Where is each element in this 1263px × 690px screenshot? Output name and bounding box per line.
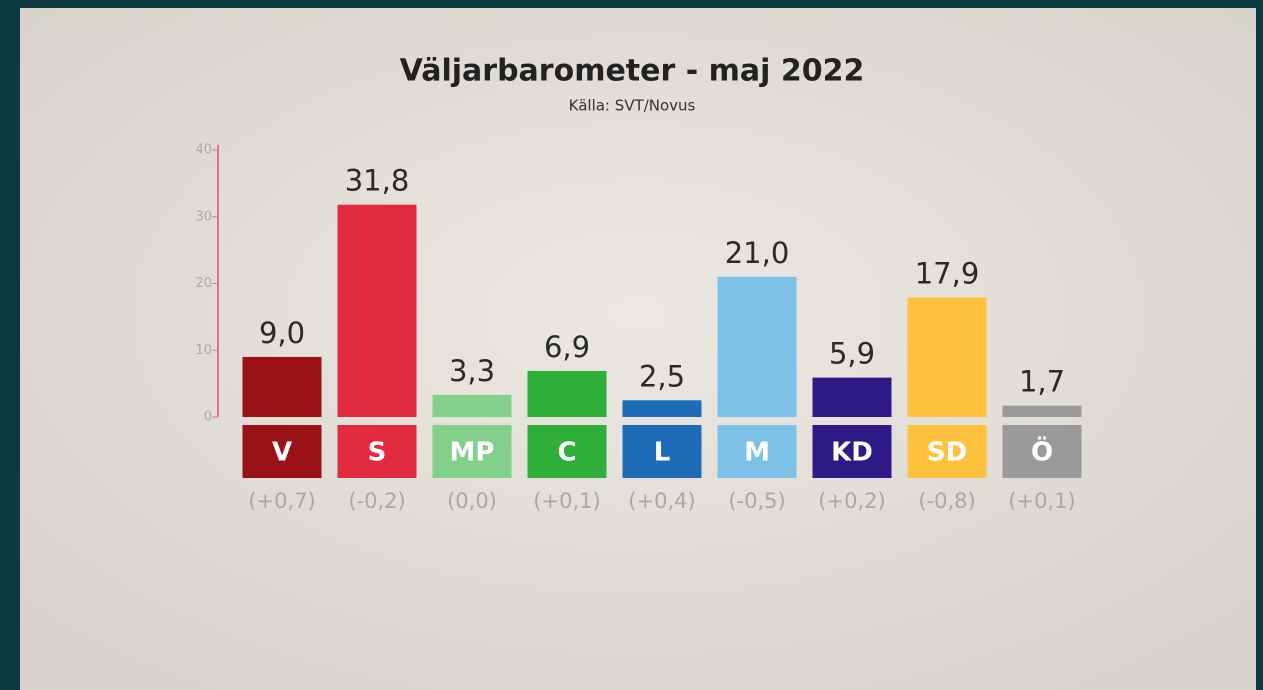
value-label: 17,9 xyxy=(915,257,980,291)
x-tick-label: M xyxy=(744,438,770,468)
change-label: (0,0) xyxy=(447,489,497,513)
x-tick-label: C xyxy=(557,438,576,468)
bar xyxy=(432,394,512,417)
bar xyxy=(527,370,607,417)
change-label: (+0,4) xyxy=(628,489,695,513)
value-label: 31,8 xyxy=(345,164,410,198)
value-label: 6,9 xyxy=(544,330,590,364)
bar xyxy=(717,276,797,417)
value-label: 3,3 xyxy=(449,354,495,388)
x-tick-label: Ö xyxy=(1031,435,1053,468)
category-box xyxy=(907,425,987,478)
value-label: 2,5 xyxy=(639,359,685,393)
value-label: 1,7 xyxy=(1019,365,1065,399)
change-label: (+0,1) xyxy=(1008,489,1075,513)
y-tick-label: 20 xyxy=(195,276,212,291)
value-label: 21,0 xyxy=(725,236,790,270)
value-label: 5,9 xyxy=(829,337,875,371)
background xyxy=(20,8,1256,690)
change-label: (-0,5) xyxy=(728,489,785,513)
value-label: 9,0 xyxy=(259,316,305,350)
x-tick-label: V xyxy=(272,438,292,468)
change-label: (-0,8) xyxy=(918,489,975,513)
chart-title: Väljarbarometer - maj 2022 xyxy=(400,54,865,89)
y-tick-label: 40 xyxy=(195,143,212,158)
chart-subtitle: Källa: SVT/Novus xyxy=(569,97,696,115)
category-box xyxy=(1002,425,1082,478)
change-label: (-0,2) xyxy=(348,489,405,513)
y-tick-label: 0 xyxy=(204,410,212,425)
x-tick-label: S xyxy=(368,438,387,468)
category-box xyxy=(527,425,607,478)
y-tick-label: 30 xyxy=(195,209,212,224)
x-tick-label: L xyxy=(654,438,671,468)
bar xyxy=(812,377,892,417)
x-tick-label: SD xyxy=(927,438,967,468)
category-box xyxy=(242,425,322,478)
category-box xyxy=(812,425,892,478)
x-tick-label: KD xyxy=(831,438,873,468)
category-box xyxy=(717,425,797,478)
category-box xyxy=(622,425,702,478)
change-label: (+0,2) xyxy=(818,489,885,513)
bar xyxy=(242,356,322,417)
bar xyxy=(337,204,417,417)
category-box xyxy=(432,425,512,478)
change-label: (+0,1) xyxy=(533,489,600,513)
bar xyxy=(622,400,702,417)
change-label: (+0,7) xyxy=(248,489,315,513)
bar xyxy=(1002,405,1082,417)
category-box xyxy=(337,425,417,478)
x-tick-label: MP xyxy=(450,438,495,468)
bar xyxy=(907,297,987,417)
y-tick-label: 10 xyxy=(195,343,212,358)
